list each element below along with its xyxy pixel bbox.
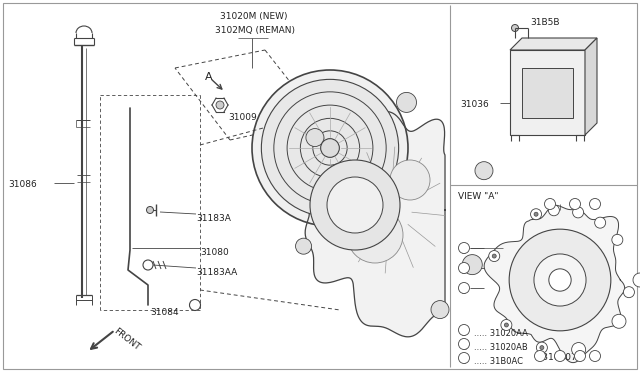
Circle shape (633, 273, 640, 287)
Circle shape (458, 282, 470, 294)
Circle shape (545, 199, 556, 209)
Circle shape (570, 199, 580, 209)
Circle shape (531, 209, 541, 220)
Circle shape (458, 324, 470, 336)
Circle shape (548, 205, 559, 216)
Circle shape (595, 217, 605, 228)
Circle shape (501, 320, 512, 330)
Polygon shape (271, 87, 445, 337)
Circle shape (431, 301, 449, 318)
Polygon shape (510, 38, 597, 50)
Text: VIEW "A": VIEW "A" (458, 192, 499, 201)
Bar (522, 68, 573, 118)
Circle shape (489, 251, 500, 262)
Text: 31B5B: 31B5B (530, 18, 559, 27)
Circle shape (504, 323, 508, 327)
Circle shape (458, 353, 470, 363)
Circle shape (573, 207, 584, 218)
Circle shape (549, 269, 571, 291)
Circle shape (540, 346, 544, 350)
Circle shape (509, 229, 611, 331)
Text: 31084: 31084 (150, 308, 179, 317)
Circle shape (327, 177, 383, 233)
Text: a: a (462, 269, 466, 275)
Circle shape (347, 207, 403, 263)
Circle shape (475, 162, 493, 180)
Circle shape (252, 70, 408, 226)
Circle shape (572, 343, 586, 356)
Text: a: a (462, 250, 466, 254)
Circle shape (261, 79, 399, 217)
Text: ..... 31020AA: ..... 31020AA (474, 330, 528, 339)
Text: 31086: 31086 (8, 180, 36, 189)
Text: a: a (462, 289, 466, 295)
Text: b: b (462, 346, 466, 350)
Circle shape (623, 287, 634, 298)
Circle shape (189, 299, 200, 311)
Text: 31036: 31036 (460, 100, 489, 109)
Circle shape (534, 350, 545, 362)
Text: 31183A: 31183A (196, 214, 231, 223)
Text: FRONT: FRONT (111, 326, 141, 352)
Circle shape (458, 263, 470, 273)
Text: 31080: 31080 (200, 248, 228, 257)
Circle shape (342, 172, 378, 208)
Circle shape (458, 243, 470, 253)
Circle shape (306, 129, 324, 147)
Circle shape (462, 254, 483, 275)
Circle shape (397, 92, 417, 112)
Text: 31183AA: 31183AA (196, 268, 237, 277)
Circle shape (589, 199, 600, 209)
Text: 31020M (NEW): 31020M (NEW) (220, 12, 287, 21)
Circle shape (143, 260, 153, 270)
Text: ..... 31020AB: ..... 31020AB (474, 343, 528, 353)
Circle shape (147, 206, 154, 214)
Circle shape (321, 139, 339, 157)
Circle shape (536, 342, 547, 353)
Polygon shape (585, 38, 597, 135)
Circle shape (216, 101, 224, 109)
Circle shape (554, 350, 566, 362)
Text: 3102MQ (REMAN): 3102MQ (REMAN) (215, 26, 295, 35)
Text: c: c (462, 359, 466, 365)
Circle shape (575, 350, 586, 362)
Circle shape (534, 212, 538, 216)
Circle shape (296, 238, 312, 254)
Circle shape (589, 350, 600, 362)
Circle shape (458, 339, 470, 350)
Circle shape (534, 254, 586, 306)
Text: R310007C: R310007C (536, 353, 584, 362)
Bar (510, 50, 585, 135)
Circle shape (511, 25, 518, 32)
Circle shape (612, 314, 626, 328)
Circle shape (310, 160, 400, 250)
Text: 31009: 31009 (228, 113, 257, 122)
Text: A: A (205, 72, 212, 82)
Text: a: a (462, 331, 466, 337)
Circle shape (612, 234, 623, 246)
Circle shape (390, 160, 430, 200)
Circle shape (492, 254, 496, 258)
Polygon shape (484, 205, 625, 363)
Text: ..... 31B0AC: ..... 31B0AC (474, 357, 523, 366)
